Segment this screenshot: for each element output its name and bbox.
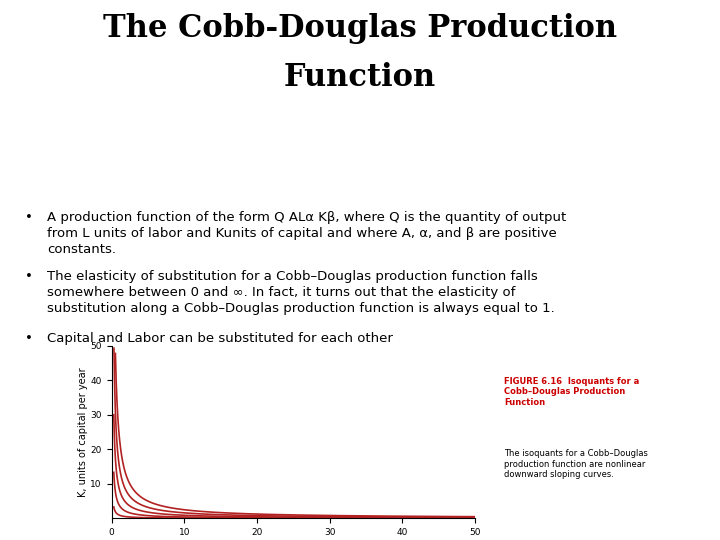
Text: The Cobb-Douglas Production: The Cobb-Douglas Production bbox=[103, 14, 617, 44]
Text: The isoquants for a Cobb–Douglas
production function are nonlinear
downward slop: The isoquants for a Cobb–Douglas product… bbox=[504, 449, 648, 479]
Text: The elasticity of substitution for a Cobb–Douglas production function falls
some: The elasticity of substitution for a Cob… bbox=[47, 270, 554, 315]
Text: Function: Function bbox=[284, 62, 436, 93]
Text: •: • bbox=[25, 211, 33, 224]
Y-axis label: K, units of capital per year: K, units of capital per year bbox=[78, 367, 88, 497]
Text: •: • bbox=[25, 270, 33, 283]
Text: FIGURE 6.16  Isoquants for a
Cobb–Douglas Production
Function: FIGURE 6.16 Isoquants for a Cobb–Douglas… bbox=[504, 377, 639, 407]
Text: Capital and Labor can be substituted for each other: Capital and Labor can be substituted for… bbox=[47, 332, 392, 345]
Text: A production function of the form Q ALα Kβ, where Q is the quantity of output
fr: A production function of the form Q ALα … bbox=[47, 211, 566, 255]
Text: •: • bbox=[25, 332, 33, 345]
